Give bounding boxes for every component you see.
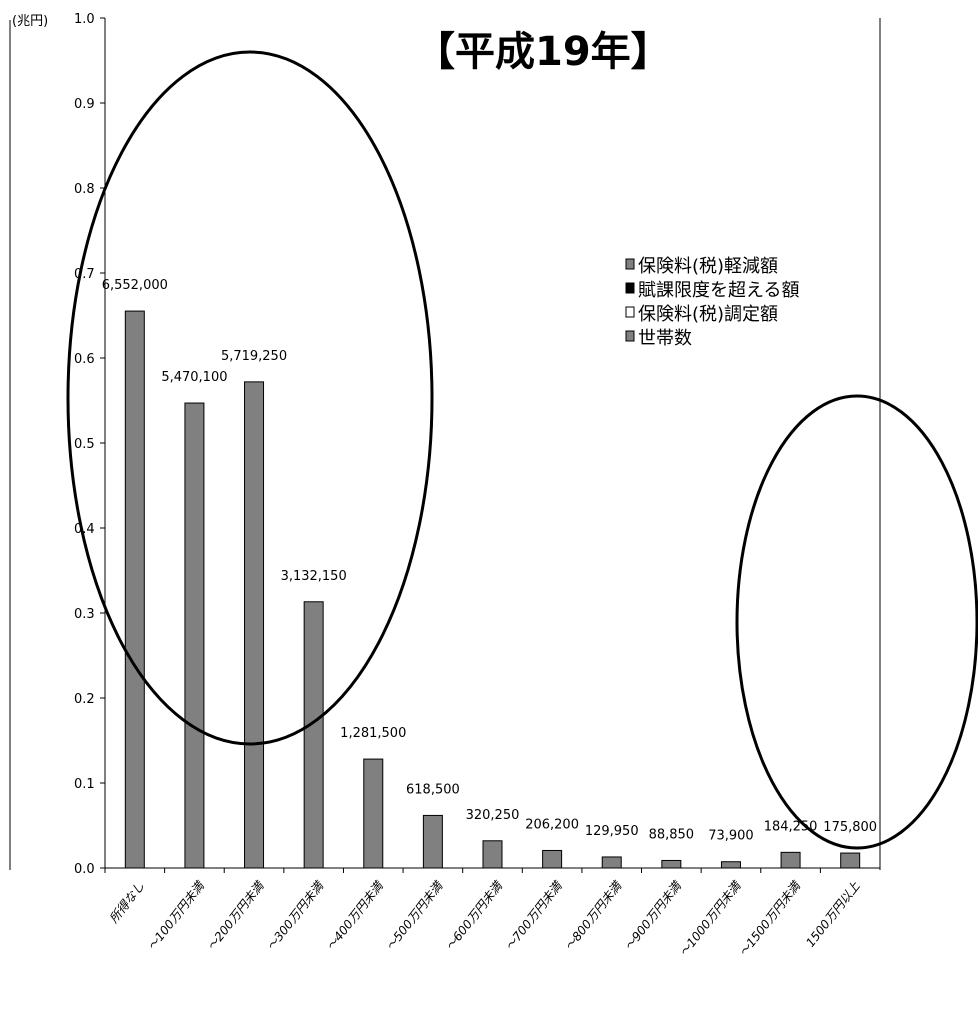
bar-data-label: 184,250 (764, 819, 818, 834)
x-category-label: ～1500万円未満 (736, 878, 804, 960)
y-tick-label: 0.0 (74, 862, 95, 877)
legend-box (612, 245, 798, 395)
bar (780, 851, 801, 869)
x-category-label: ～900万円未満 (622, 878, 685, 954)
bar-data-label: 73,900 (708, 829, 754, 844)
y-tick-label: 0.5 (74, 437, 95, 452)
y-tick-label: 0.9 (74, 97, 95, 112)
x-category-label: ～600万円未満 (443, 878, 506, 954)
x-category-label: ～500万円未満 (383, 878, 446, 954)
bar (184, 402, 205, 869)
bar-data-label: 129,950 (585, 824, 639, 839)
bar-data-label: 5,719,250 (221, 349, 287, 364)
bar (542, 849, 563, 869)
y-tick-label: 0.4 (74, 522, 95, 537)
x-category-label: ～300万円未満 (264, 878, 327, 954)
bar-data-label: 175,800 (823, 820, 877, 835)
bar (482, 840, 503, 869)
bar (303, 601, 324, 869)
y-tick-label: 0.8 (74, 182, 95, 197)
legend-swatch (625, 330, 635, 342)
y-tick-label: 0.1 (74, 777, 95, 792)
x-category-label: ～100万円未満 (145, 878, 208, 954)
y-tick-label: 0.2 (74, 692, 95, 707)
bar (661, 859, 682, 869)
bar-data-label: 3,132,150 (281, 569, 347, 584)
bar-data-label: 5,470,100 (161, 370, 227, 385)
bar (124, 310, 145, 869)
x-category-label: ～200万円未満 (204, 878, 267, 954)
bar-data-label: 88,850 (649, 827, 695, 842)
bar (244, 381, 265, 869)
legend-swatch (625, 282, 635, 294)
annotation-ellipse-left (66, 50, 434, 746)
legend-swatch (625, 258, 635, 270)
bar (720, 861, 741, 869)
bar-data-label: 206,200 (525, 817, 579, 832)
legend-swatch (625, 306, 635, 318)
x-category-label: 所得なし (107, 879, 148, 925)
bar-data-label: 618,500 (406, 782, 460, 797)
bar-data-label: 320,250 (466, 808, 520, 823)
y-axis-unit: (兆円) (12, 14, 48, 29)
legend-entry-label: 保険料(税)調定額 (638, 304, 778, 325)
y-tick-label: 0.7 (74, 267, 95, 282)
bar (363, 758, 384, 869)
y-tick-label: 1.0 (74, 12, 95, 27)
x-category-label: ～800万円未満 (562, 878, 625, 954)
legend-entry-label: 世帯数 (638, 328, 692, 349)
y-tick-label: 0.6 (74, 352, 95, 367)
bar-data-label: 1,281,500 (340, 726, 406, 741)
x-category-label: ～700万円未満 (502, 878, 565, 954)
annotation-ellipse-right (735, 394, 978, 850)
x-category-label: 1500万円以上 (803, 878, 863, 949)
bars: 6,552,000 5,470,100 5,719,250 3,132,150 1,28… (102, 278, 877, 869)
y-tick-label: 0.3 (74, 607, 95, 622)
x-category-label: ～1000万円未満 (677, 878, 745, 960)
bar (840, 852, 861, 869)
chart-title: 【平成19年】 (415, 29, 671, 75)
bar (601, 856, 622, 869)
bar-data-label: 6,552,000 (102, 278, 168, 293)
legend-entry-label: 賦課限度を超える額 (638, 280, 799, 301)
legend-entry-label: 保険料(税)軽減額 (638, 256, 778, 277)
x-category-label: ～400万円未満 (324, 878, 387, 954)
bar (422, 814, 443, 869)
